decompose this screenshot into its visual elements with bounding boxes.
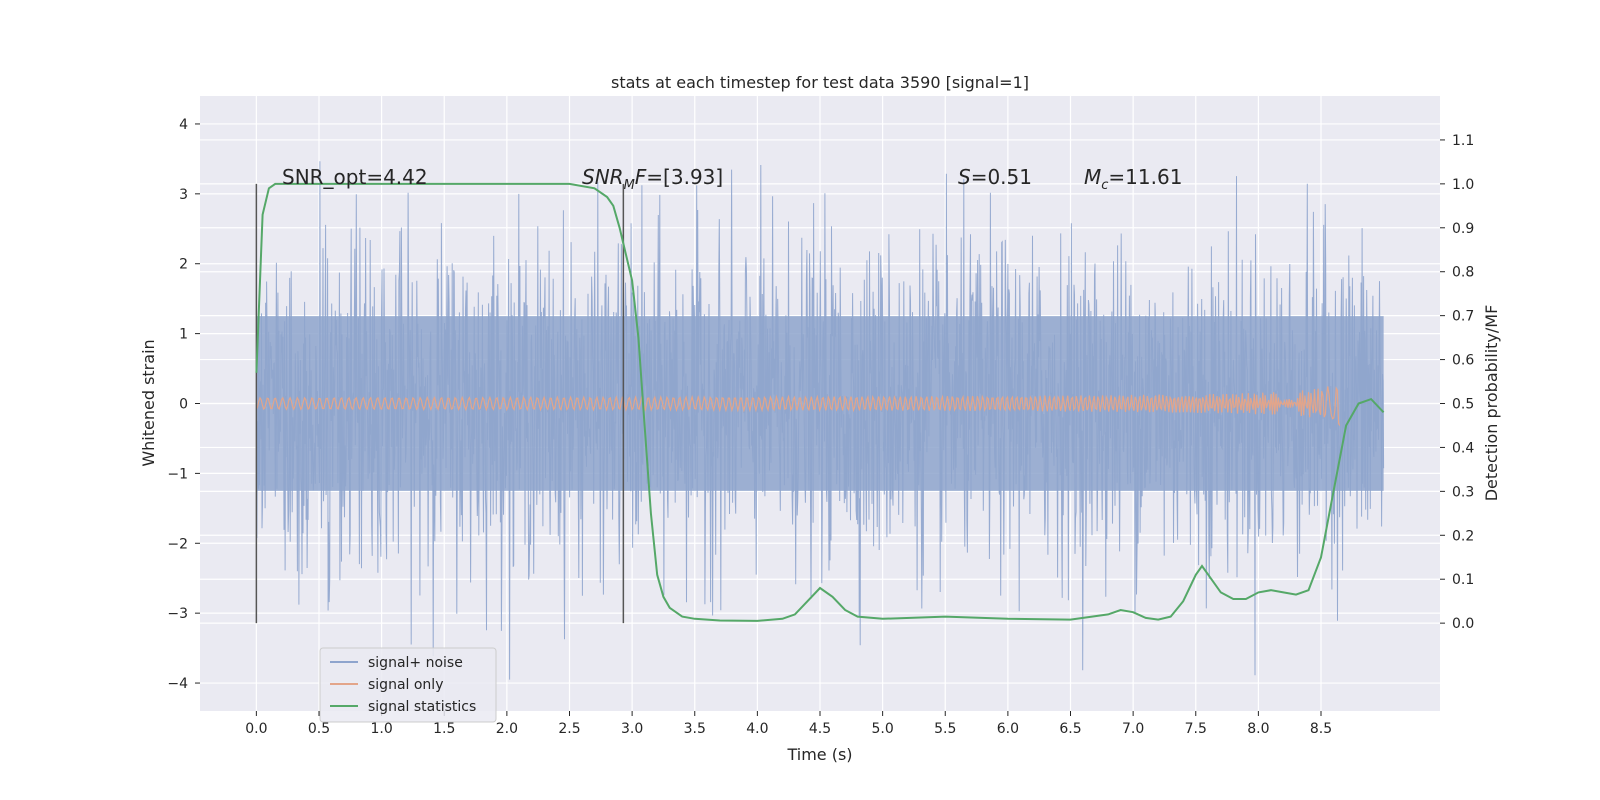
y-right-tick-label: 0.5 [1452,397,1474,413]
x-tick-label: 0.5 [308,721,330,737]
signal-plus-noise-series [255,161,1385,680]
x-tick-label: 7.5 [1185,721,1207,737]
signal-only-series [255,386,1341,426]
chart-title: stats at each timestep for test data 359… [611,73,1029,92]
y-left-tick-label: −3 [167,606,188,622]
x-axis-label: Time (s) [786,745,852,764]
y-left-tick-label: 2 [179,257,188,273]
y-left-tick-label: 0 [179,397,188,413]
x-tick-label: 6.0 [997,721,1019,737]
x-tick-label: 6.5 [1059,721,1081,737]
y-left-axis-label: Whitened strain [139,339,158,466]
legend-label-signal: signal only [368,677,443,693]
y-right-tick-label: 0.4 [1452,440,1474,456]
legend-label-statistics: signal statistics [368,699,476,715]
y-right-tick-label: 1.0 [1452,177,1474,193]
legend-label-noise: signal+ noise [368,655,463,671]
y-right-axis-ticks: 0.0 0.1 0.2 0.3 0.4 0.5 0.6 0.7 0.8 0.9 1.0 1.1 [1440,133,1474,632]
s-italic: S [958,165,971,189]
y-right-tick-label: 0.6 [1452,353,1474,369]
y-left-tick-label: 4 [179,117,188,133]
y-left-tick-label: −4 [167,676,188,692]
y-left-tick-label: 1 [179,327,188,343]
snr-mf-italic: SNR [582,165,624,189]
y-right-tick-label: 0.7 [1452,309,1474,325]
y-left-tick-label: 3 [179,187,188,203]
x-tick-label: 4.0 [746,721,768,737]
y-right-tick-label: 0.2 [1452,528,1474,544]
mc-value: =11.61 [1108,165,1182,189]
legend-box [319,647,497,723]
annotation-snr-mf: SNRMF=[3.93] [582,165,723,193]
x-axis-ticks: 0.0 0.5 1.0 1.5 2.0 2.5 3.0 3.5 4.0 4.5 5.0 5.5 6.0 6… [245,711,1332,737]
x-tick-label: 5.5 [934,721,956,737]
y-right-tick-label: 0.1 [1452,572,1474,588]
x-tick-label: 5.0 [871,721,893,737]
y-left-axis-ticks: −4 −3 −2 −1 0 1 2 3 4 [167,117,200,692]
y-right-tick-label: 0.9 [1452,221,1474,237]
snr-mf-rest: F [635,165,647,189]
y-right-axis-label: Detection probability/MF [1482,305,1501,502]
legend: signal+ noise signal only signal statist… [319,647,497,723]
signal-trace [255,386,1341,426]
x-tick-label: 7.0 [1122,721,1144,737]
annotation-mc: Mc=11.61 [1084,165,1182,193]
x-tick-label: 8.0 [1247,721,1269,737]
y-left-tick-label: −2 [167,536,188,552]
x-tick-label: 2.0 [496,721,518,737]
snr-mf-value: =[3.93] [646,165,723,189]
snr-mf-sub: M [624,178,635,193]
x-tick-label: 4.5 [809,721,831,737]
mc-sub: c [1101,178,1108,193]
noise-core-band [256,316,1384,491]
s-value: =0.51 [971,165,1032,189]
signal-statistics-line [255,182,1385,622]
mc-italic: M [1084,165,1101,189]
x-tick-label: 1.5 [433,721,455,737]
y-right-tick-label: 0.3 [1452,484,1474,500]
x-tick-label: 3.0 [621,721,643,737]
x-tick-label: 0.0 [245,721,267,737]
annotation-s: S=0.51 [958,165,1032,189]
x-tick-label: 1.0 [370,721,392,737]
y-right-tick-label: 1.1 [1452,133,1474,149]
annotation-snr-opt: SNR_opt=4.42 [282,165,428,189]
marker-vertical-lines [255,183,625,624]
y-left-tick-label: −1 [167,466,188,482]
y-right-tick-label: 0.0 [1452,616,1474,632]
x-tick-label: 3.5 [684,721,706,737]
x-tick-label: 2.5 [558,721,580,737]
x-tick-label: 8.5 [1310,721,1332,737]
y-right-tick-label: 0.8 [1452,265,1474,281]
